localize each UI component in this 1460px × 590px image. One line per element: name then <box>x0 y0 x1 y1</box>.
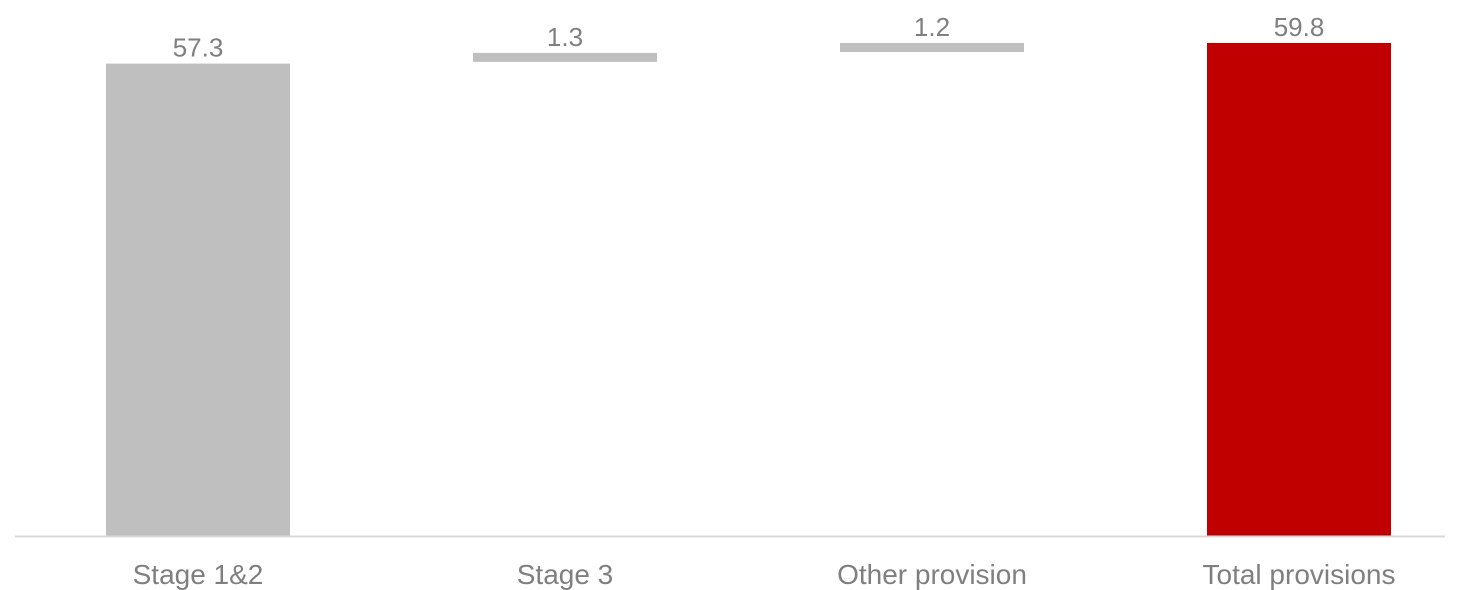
bar-total-provisions <box>1207 43 1391 536</box>
value-labels-layer: 57.3 1.3 1.2 59.8 <box>173 12 1325 63</box>
data-label: 57.3 <box>173 33 224 63</box>
bar-stage-3 <box>473 52 657 62</box>
bar-stage-1-2 <box>106 63 290 537</box>
data-label: 1.2 <box>914 12 950 42</box>
x-tick-label: Other provision <box>837 559 1027 590</box>
bars-layer <box>106 43 1391 537</box>
x-tick-label: Stage 1&2 <box>133 559 264 590</box>
data-label: 59.8 <box>1274 12 1325 42</box>
bar-other-provision <box>840 43 1024 52</box>
x-tick-label: Stage 3 <box>517 559 614 590</box>
data-label: 1.3 <box>547 22 583 52</box>
category-labels-layer: Stage 1&2 Stage 3 Other provision Total pro… <box>133 559 1396 590</box>
x-tick-label: Total provisions <box>1203 559 1396 590</box>
